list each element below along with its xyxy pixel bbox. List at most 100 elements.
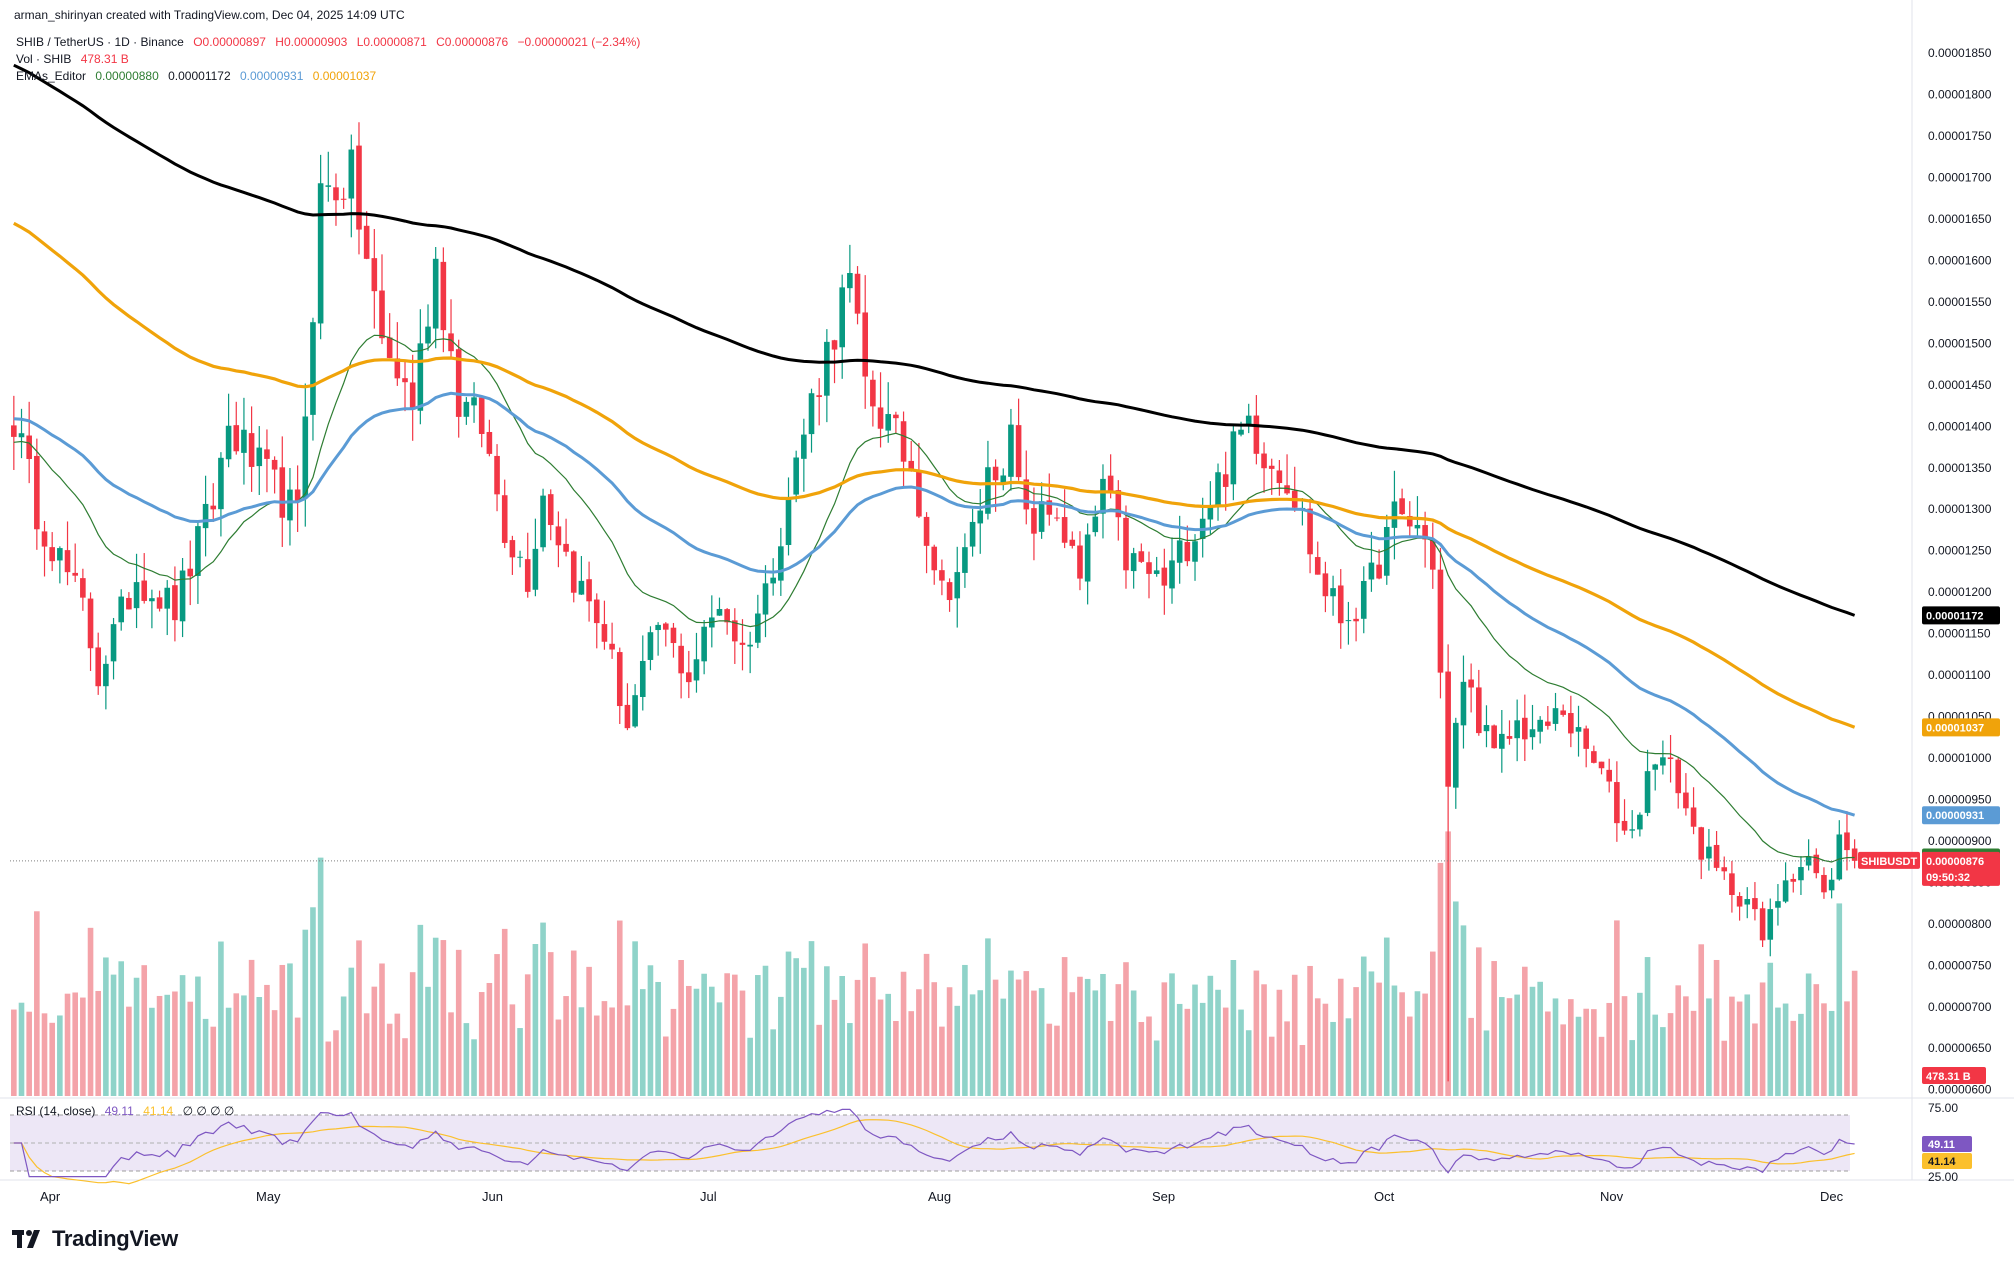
volume-bar (992, 979, 999, 1096)
volume-bar (1161, 982, 1168, 1096)
candle-body (1813, 854, 1820, 874)
candle-body (440, 261, 447, 331)
volume-bar (1529, 986, 1536, 1096)
candle-body (555, 526, 562, 546)
candle-body (685, 672, 692, 683)
volume-bar (1176, 1003, 1183, 1096)
volume-bar (1476, 947, 1482, 1096)
symbol-label[interactable]: SHIB / TetherUS · 1D · Binance (16, 35, 184, 49)
volume-bar (1230, 959, 1237, 1096)
price-tick-label: 0.00001800 (1928, 88, 1992, 102)
month-label: Jun (482, 1189, 503, 1204)
price-tick-label: 0.00001500 (1928, 336, 1992, 350)
candle-body (509, 540, 516, 558)
volume-bar (1376, 982, 1382, 1096)
candle-body (839, 287, 845, 348)
last-price-tag-bg (1922, 851, 2000, 886)
volume-bar (732, 974, 738, 1096)
volume-bar (264, 984, 270, 1096)
volume-bar (1299, 1045, 1306, 1096)
volume-bar (593, 1015, 600, 1096)
time-axis[interactable]: Apr May Jun Jul Aug Sep Oct Nov Dec (40, 1189, 1844, 1204)
candle-body (11, 425, 17, 437)
volume-bar (624, 1005, 631, 1096)
candle-body (1337, 585, 1344, 624)
volume-value: 478.31 B (80, 52, 129, 66)
candle-body (893, 414, 899, 419)
volume-bar (49, 1022, 55, 1096)
volume-bar (1568, 999, 1574, 1096)
volume-bar (187, 1001, 194, 1096)
candle-body (1637, 814, 1643, 830)
candle-body (49, 547, 55, 562)
volume-bar (57, 1015, 63, 1096)
volume-bar (34, 911, 40, 1096)
volume-bar (371, 986, 378, 1096)
volume-bar (701, 973, 707, 1096)
volume-bar (1330, 1021, 1336, 1096)
volume-bar (1629, 1040, 1636, 1096)
candle-body (939, 570, 945, 581)
candle-body (540, 495, 546, 548)
price-tick-label: 0.00000950 (1928, 792, 1992, 806)
candle-body (1583, 728, 1589, 749)
candle-body (877, 407, 884, 429)
symbol-tag-label: SHIBUSDT (1861, 856, 1918, 868)
volume-bar (103, 957, 109, 1096)
candle-body (724, 609, 730, 623)
volume-bar (149, 1007, 155, 1096)
candle-body (264, 449, 270, 459)
volume-bar (1069, 992, 1076, 1096)
volume-bar (670, 1008, 677, 1096)
candle-body (371, 258, 378, 292)
candle-body (954, 572, 961, 599)
rsi-axis[interactable]: 75.00 25.00 49.11 41.14 (1922, 1101, 1972, 1184)
price-tick-label: 0.00001200 (1928, 585, 1992, 599)
volume-bar (1345, 1018, 1352, 1096)
volume-bar (133, 977, 140, 1096)
volume-bar (1683, 996, 1689, 1096)
volume-bar (172, 991, 178, 1096)
ema-lines (13, 63, 1856, 863)
candle-body (1015, 425, 1022, 478)
rsi-line (13, 1108, 1855, 1178)
volume-bar (831, 999, 838, 1096)
candle-body (18, 433, 25, 438)
low-value: L0.00000871 (356, 35, 427, 49)
volume-bar (662, 1036, 669, 1096)
candle-body (701, 626, 707, 662)
volume-bar (1138, 1022, 1145, 1096)
volume-bar (356, 940, 362, 1096)
tradingview-logo[interactable]: TradingView (12, 1226, 178, 1252)
candle-body (1522, 717, 1528, 740)
volume-bar (1238, 1009, 1244, 1096)
volume-bar (1598, 1036, 1605, 1096)
candle-body (801, 434, 807, 459)
price-tick-label: 0.00001650 (1928, 212, 1992, 226)
volume-bar (340, 996, 347, 1096)
volume-bar (632, 941, 638, 1096)
volume-bar (685, 985, 692, 1096)
volume-bar (1360, 956, 1367, 1096)
candle-body (778, 546, 784, 581)
volume-bar (210, 1026, 217, 1096)
price-tag-bg (1922, 718, 2000, 737)
volume-bar (1506, 998, 1513, 1096)
candle-body (455, 349, 462, 417)
volume-label[interactable]: Vol · SHIB (16, 52, 72, 66)
rsi-label[interactable]: RSI (14, close) (16, 1104, 96, 1118)
month-label: Oct (1374, 1189, 1395, 1204)
candle-body (985, 467, 991, 514)
volume-bar (402, 1038, 408, 1096)
price-tick-label: 0.00001450 (1928, 378, 1992, 392)
price-tick-label: 0.00000650 (1928, 1041, 1992, 1055)
candle-body (693, 659, 700, 681)
candle-body (1752, 898, 1758, 910)
candle-body (1483, 725, 1490, 732)
candle-body (402, 378, 408, 383)
volume-bar (563, 996, 569, 1096)
price-axis[interactable]: 0.00001850 0.00001800 0.00001750 0.00001700… (1928, 46, 1992, 1097)
candle-body (110, 624, 117, 662)
ema-label[interactable]: EMAs_Editor (16, 69, 87, 83)
